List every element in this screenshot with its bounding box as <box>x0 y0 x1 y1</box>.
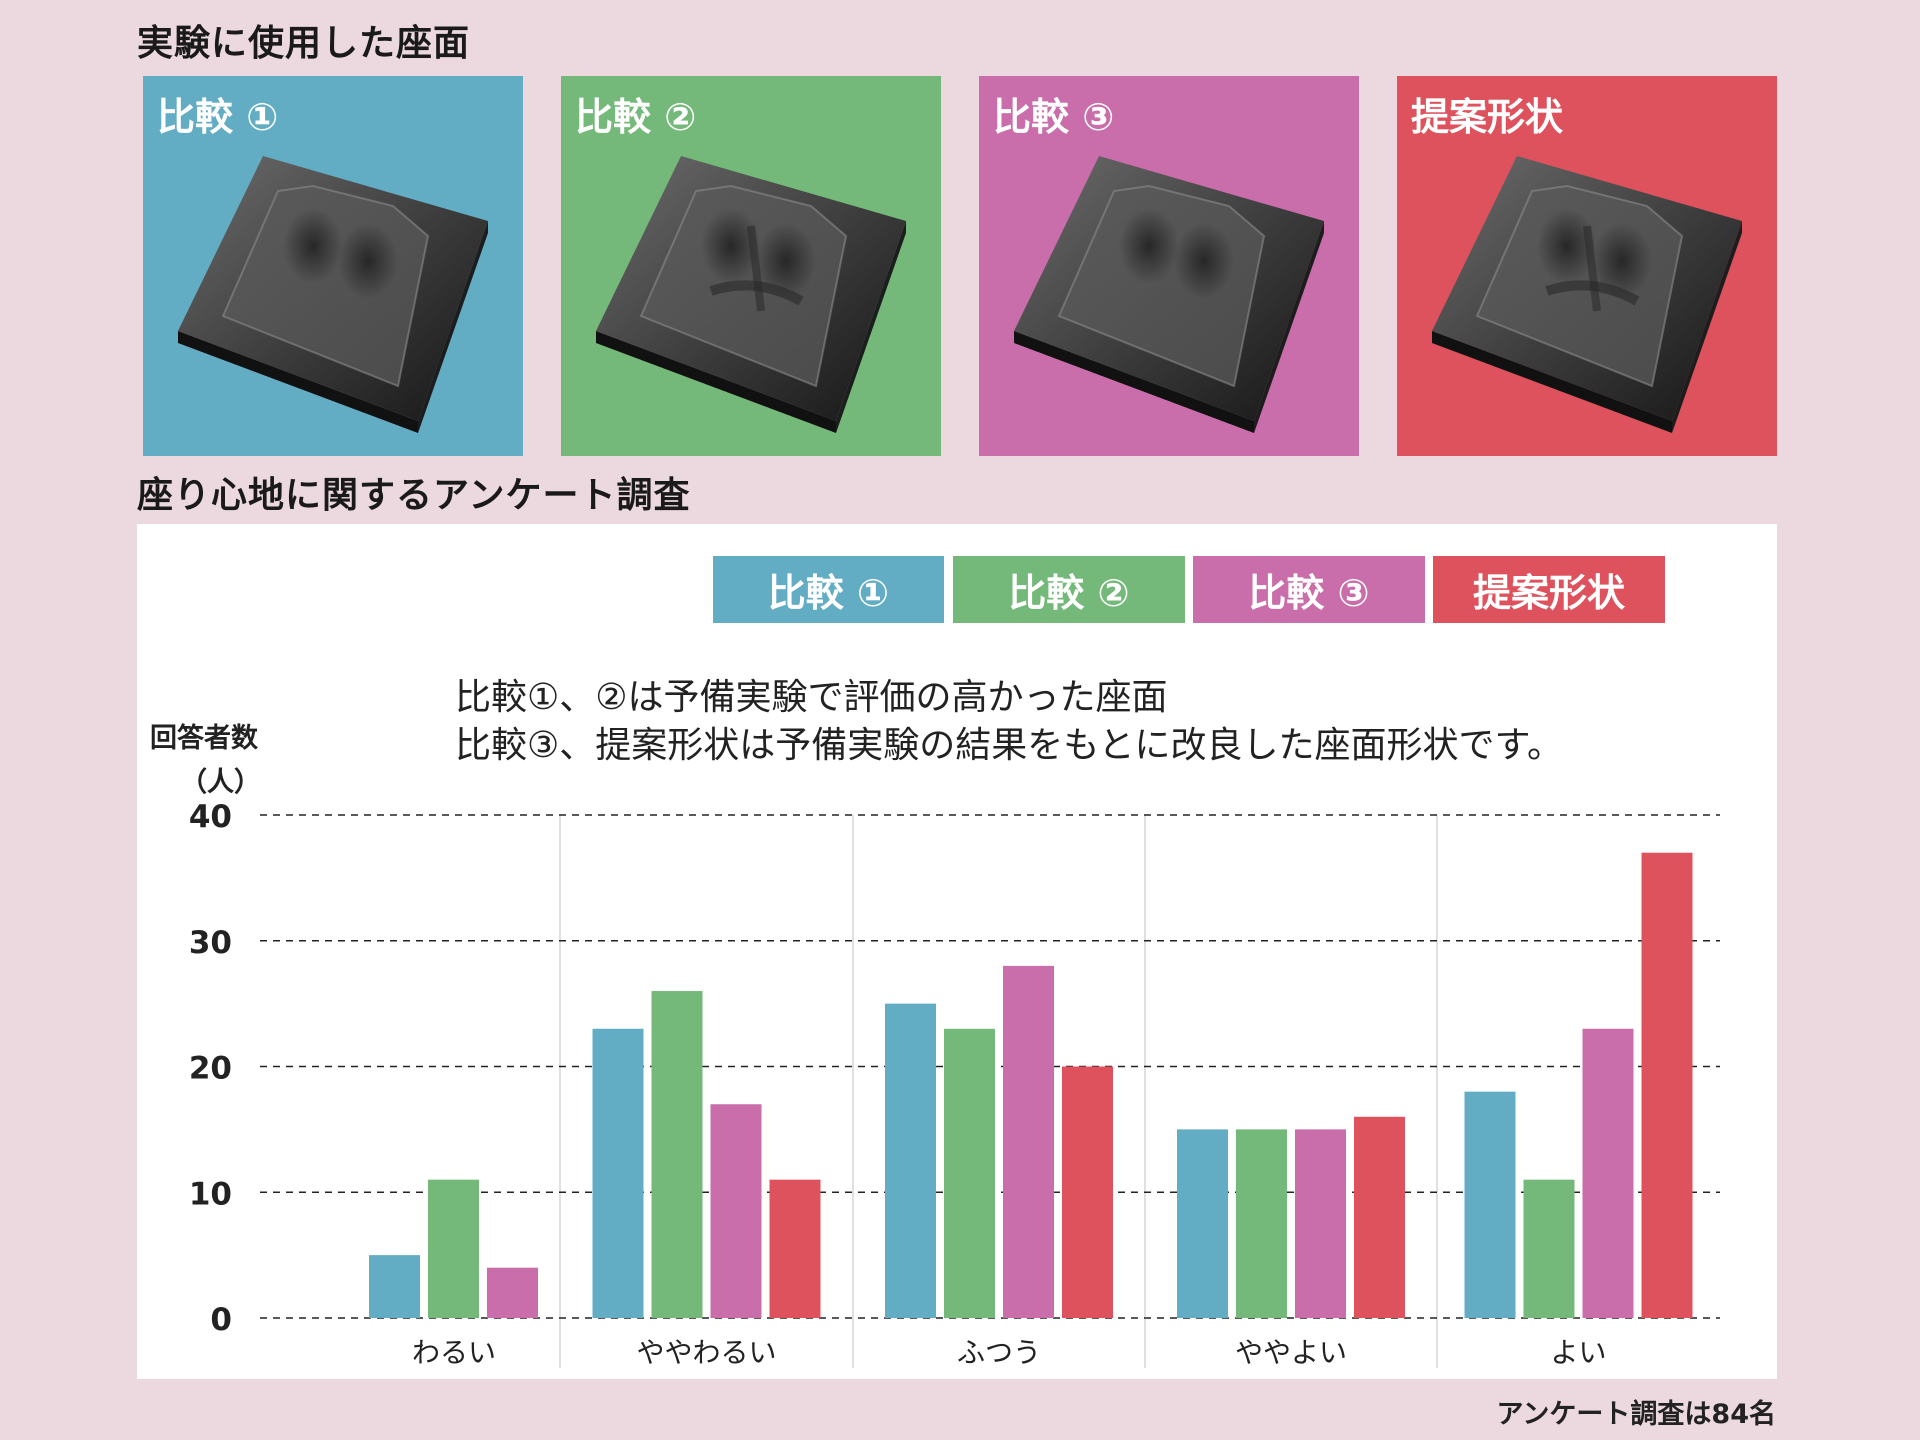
seat-cushion <box>1432 156 1742 433</box>
bar-1-2 <box>592 1028 644 1318</box>
x-category-label: よい <box>1550 1336 1606 1369</box>
panel-label-cmp2: 比較 ② <box>575 95 697 139</box>
bar-1-1 <box>369 1255 420 1318</box>
bar-3-5 <box>1582 1028 1634 1318</box>
bar-1-3 <box>885 1003 936 1318</box>
seat-image-cmp3 <box>1014 156 1324 433</box>
seat-panel-proposed: 提案形状 <box>1397 76 1777 456</box>
seat-cushion <box>178 156 488 433</box>
bar-4-3 <box>1062 1066 1113 1318</box>
panel-label-proposed: 提案形状 <box>1411 95 1564 139</box>
chart-note-line-1: 比較①、②は予備実験で評価の高かった座面 <box>455 677 1168 718</box>
bar-4-5 <box>1641 852 1693 1318</box>
bar-2-3 <box>944 1028 995 1318</box>
y-tick-label: 10 <box>189 1176 232 1212</box>
legend-cmp3: 比較 ③ <box>1193 556 1425 623</box>
bar-2-1 <box>428 1179 479 1318</box>
seat-panel-cmp1: 比較 ① <box>143 76 523 456</box>
x-category-label: ふつう <box>957 1336 1041 1369</box>
bar-2-4 <box>1236 1129 1287 1318</box>
y-tick-label: 40 <box>189 799 232 835</box>
y-tick-label: 30 <box>189 925 232 961</box>
bar-3-2 <box>710 1104 762 1318</box>
seats-section-title: 実験に使用した座面 <box>137 23 471 64</box>
x-category-label: ややよい <box>1235 1336 1347 1369</box>
seat-image-cmp1 <box>178 156 488 433</box>
survey-section-title: 座り心地に関するアンケート調査 <box>137 475 691 516</box>
survey-footnote: アンケート調査は84名 <box>1496 1399 1777 1430</box>
seat-panel-cmp3: 比較 ③ <box>979 76 1359 456</box>
bar-3-3 <box>1003 965 1054 1318</box>
legend-cmp2: 比較 ② <box>953 556 1185 623</box>
x-category-label: わるい <box>412 1336 496 1369</box>
bar-1-4 <box>1177 1129 1228 1318</box>
seat-cushion <box>596 156 906 433</box>
chart-note-line-2: 比較③、提案形状は予備実験の結果をもとに改良した座面形状です。 <box>455 725 1563 766</box>
bar-2-5 <box>1523 1179 1575 1318</box>
bar-4-2 <box>769 1179 821 1318</box>
legend-proposed: 提案形状 <box>1433 556 1665 623</box>
bar-3-1 <box>487 1267 538 1318</box>
y-axis-label: 回答者数 <box>150 723 258 754</box>
seat-image-cmp2 <box>596 156 906 433</box>
seat-panel-cmp2: 比較 ② <box>561 76 941 456</box>
panel-label-cmp1: 比較 ① <box>157 95 279 139</box>
y-axis-unit: （人） <box>180 767 261 798</box>
bar-1-5 <box>1464 1091 1516 1318</box>
x-category-label: ややわるい <box>636 1336 776 1369</box>
y-tick-label: 0 <box>210 1302 232 1338</box>
y-tick-label: 20 <box>189 1051 232 1087</box>
legend-cmp1: 比較 ① <box>713 556 944 623</box>
bar-2-2 <box>651 991 703 1318</box>
seat-image-proposed <box>1432 156 1742 433</box>
seat-cushion <box>1014 156 1324 433</box>
bar-4-4 <box>1354 1116 1405 1318</box>
bar-3-4 <box>1295 1129 1346 1318</box>
panel-label-cmp3: 比較 ③ <box>993 95 1115 139</box>
